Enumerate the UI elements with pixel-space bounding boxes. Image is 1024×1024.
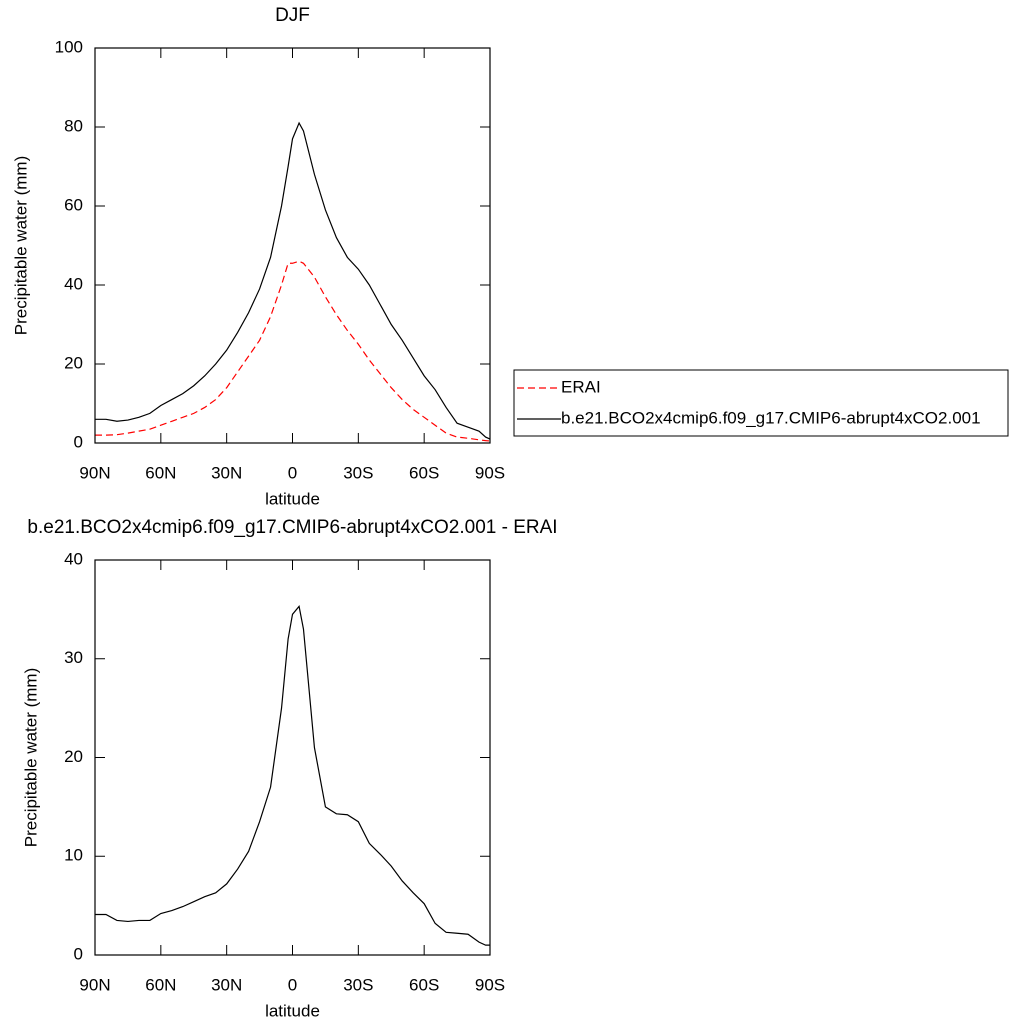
y-tick-label: 20 (64, 747, 83, 766)
data-line (95, 121, 491, 440)
x-tick-label: 0 (288, 975, 297, 994)
x-tick-label: 90S (475, 463, 505, 482)
y-tick-label: 60 (64, 195, 83, 214)
y-tick-label: 80 (64, 116, 83, 135)
y-tick-label: 40 (64, 274, 83, 293)
y-axis-label: Precipitable water (mm) (21, 668, 40, 848)
y-tick-label: 0 (74, 944, 83, 963)
y-tick-label: 100 (55, 37, 83, 56)
x-tick-label: 30S (343, 463, 373, 482)
x-axis-label: latitude (265, 1001, 320, 1020)
x-tick-label: 90N (79, 463, 110, 482)
y-axis-label: Precipitable water (mm) (11, 156, 30, 336)
x-tick-label: 30N (211, 975, 242, 994)
x-tick-label: 90S (475, 975, 505, 994)
data-line (95, 260, 491, 442)
plot-frame (94, 47, 491, 444)
x-tick-label: 60S (409, 975, 439, 994)
x-tick-label: 60N (145, 975, 176, 994)
y-tick-label: 30 (64, 648, 83, 667)
plot-frame (94, 559, 491, 956)
x-tick-label: 0 (288, 463, 297, 482)
data-line (95, 605, 490, 946)
y-tick-label: 10 (64, 846, 83, 865)
legend-label: ERAI (561, 377, 601, 396)
x-tick-label: 30N (211, 463, 242, 482)
y-tick-label: 0 (74, 432, 83, 451)
x-tick-label: 30S (343, 975, 373, 994)
x-axis-label: latitude (265, 489, 320, 508)
chart-title: b.e21.BCO2x4cmip6.f09_g17.CMIP6-abrupt4x… (27, 517, 557, 538)
y-tick-label: 40 (64, 549, 83, 568)
x-tick-label: 60N (145, 463, 176, 482)
x-tick-label: 60S (409, 463, 439, 482)
y-tick-label: 20 (64, 353, 83, 372)
legend-label: b.e21.BCO2x4cmip6.f09_g17.CMIP6-abrupt4x… (561, 408, 981, 427)
legend-box (513, 369, 1009, 437)
chart-title: DJF (275, 5, 310, 26)
x-tick-label: 90N (79, 975, 110, 994)
